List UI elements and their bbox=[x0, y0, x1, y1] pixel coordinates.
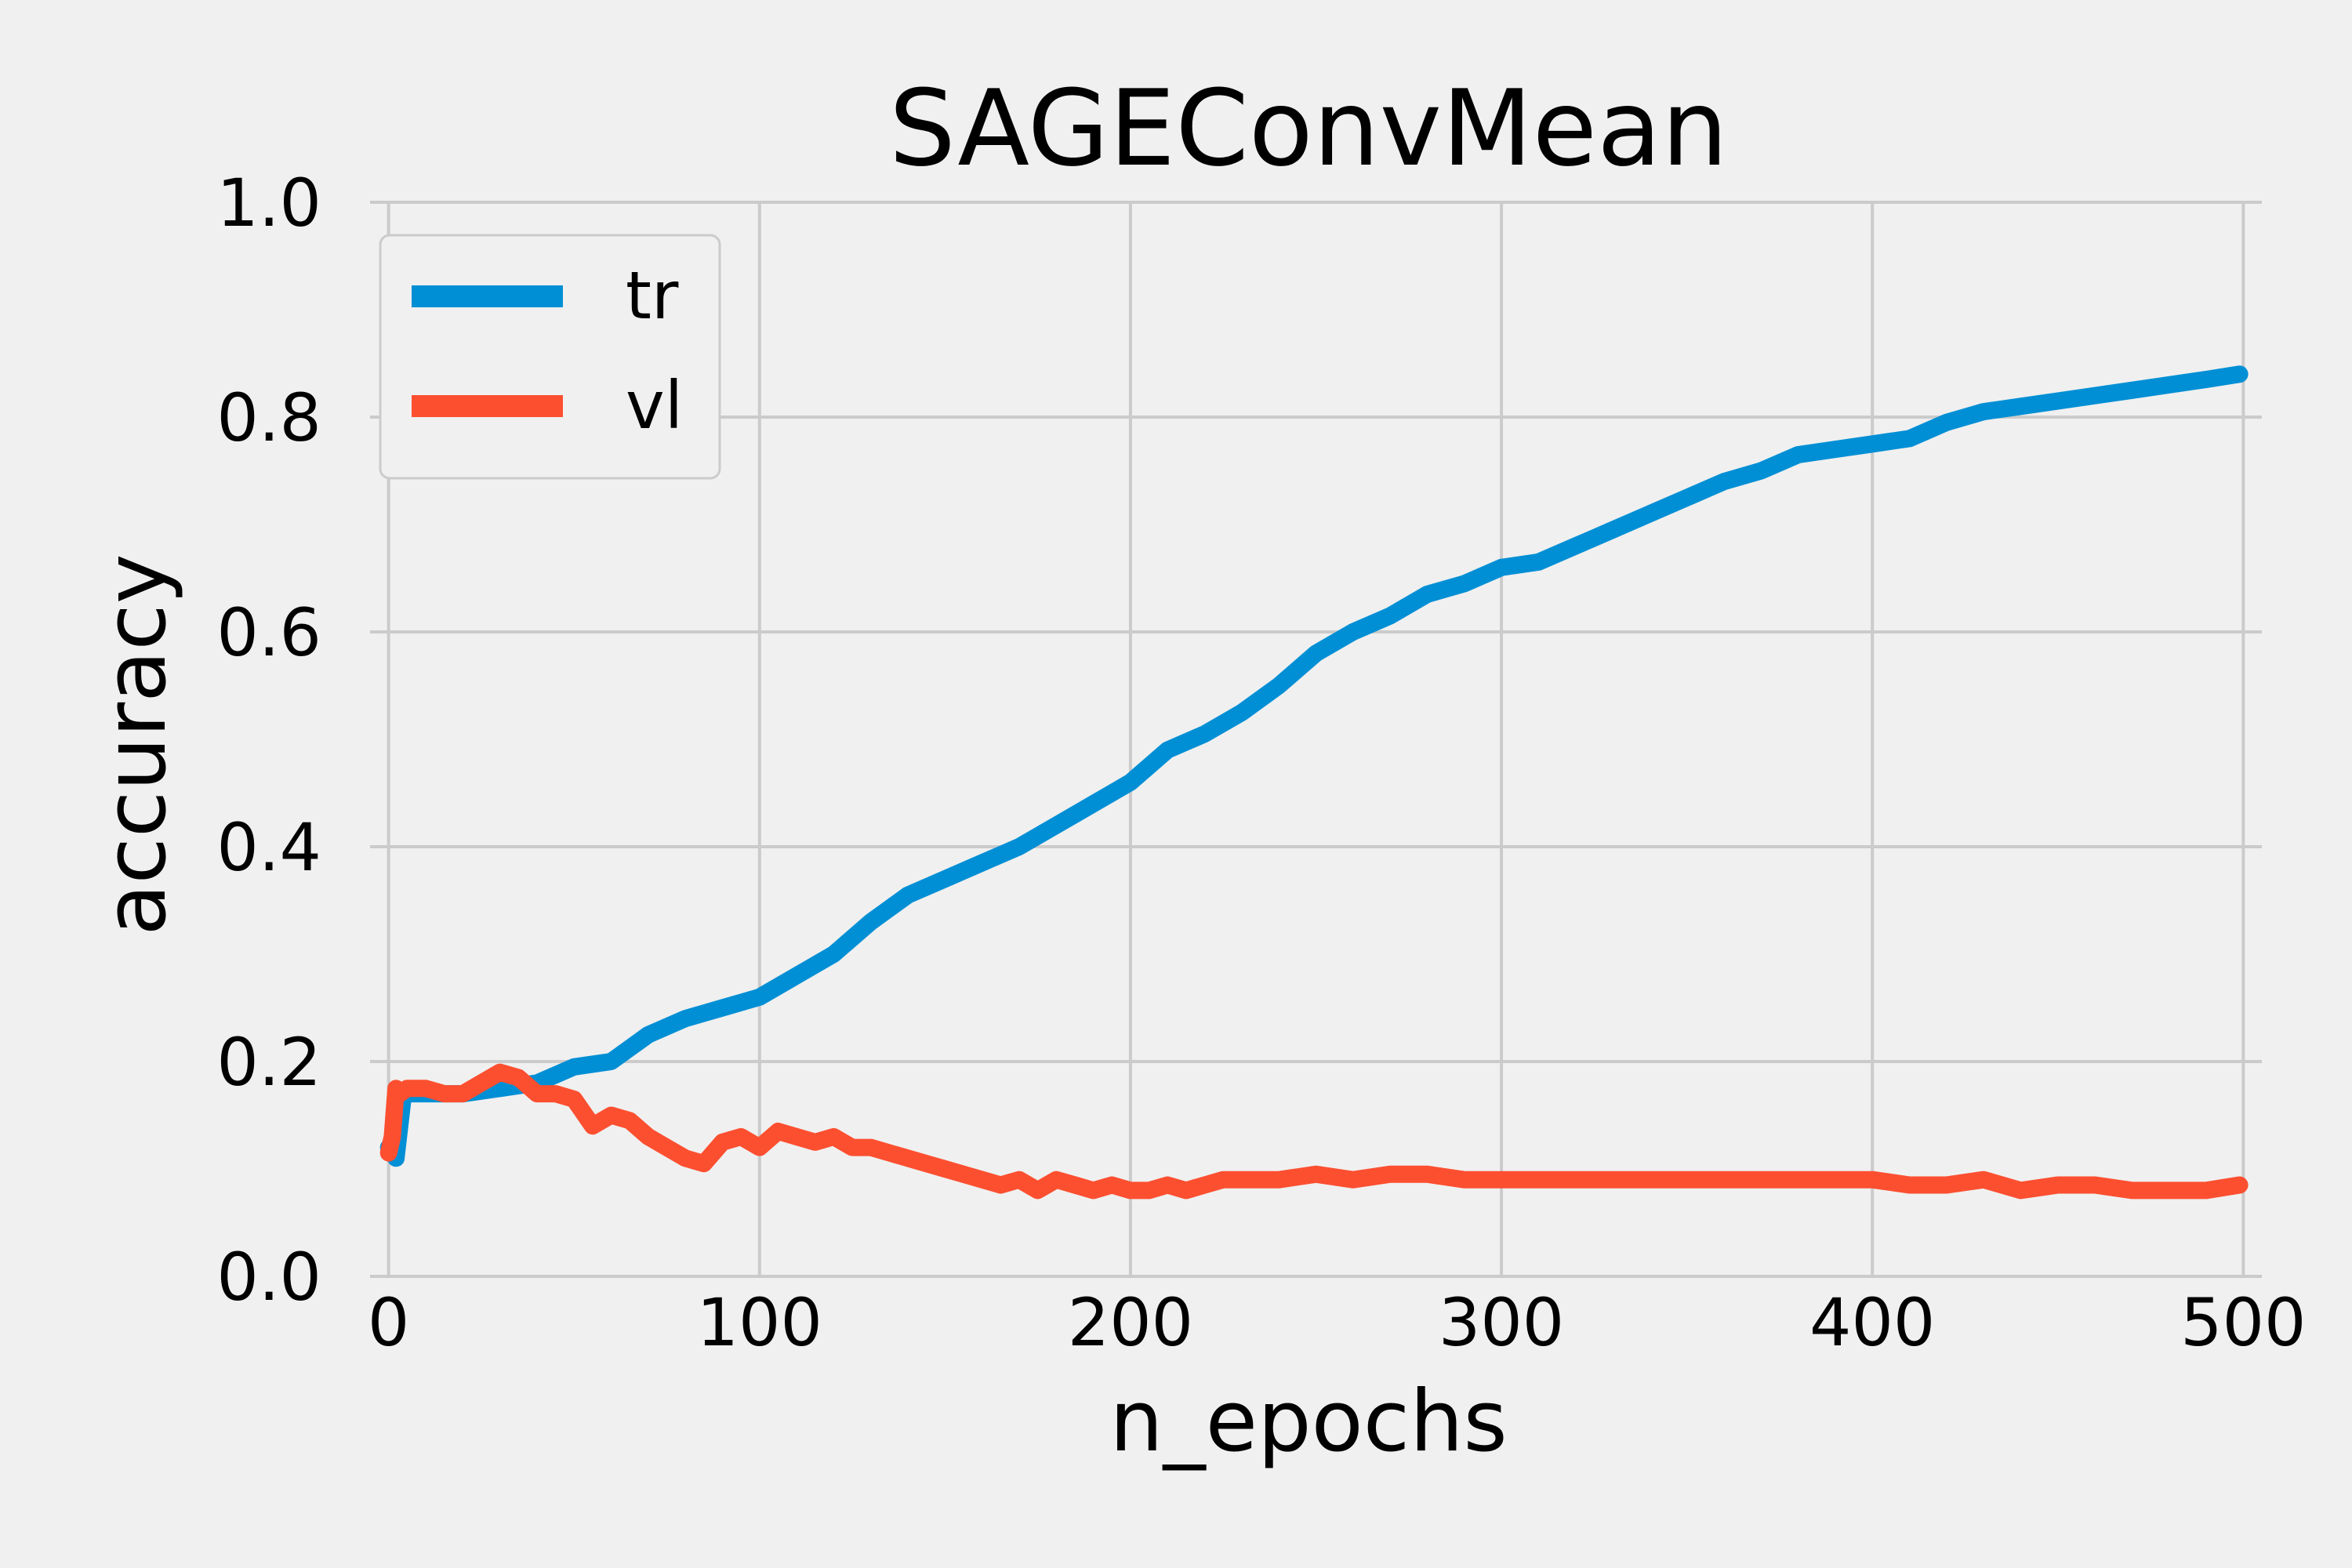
series-lines bbox=[379, 365, 2249, 1200]
series-line-tr bbox=[379, 365, 2249, 1167]
legend-label-vl: vl bbox=[626, 367, 683, 444]
y-axis-label: accuracy bbox=[87, 554, 185, 935]
y-tick-label: 0.8 bbox=[216, 379, 321, 456]
y-tick-label: 0.4 bbox=[216, 809, 321, 886]
y-tick-label: 1.0 bbox=[216, 165, 321, 241]
legend: tr vl bbox=[379, 234, 721, 480]
x-axis-label: n_epochs bbox=[1109, 1373, 1508, 1471]
y-tick-label: 0.2 bbox=[216, 1024, 321, 1101]
x-tick-label: 300 bbox=[1439, 1284, 1564, 1361]
chart-title: SAGEConvMean bbox=[889, 67, 1728, 190]
series-line-vl bbox=[379, 1063, 2249, 1200]
x-tick-label: 500 bbox=[2180, 1284, 2306, 1361]
x-tick-label: 100 bbox=[697, 1284, 822, 1361]
tick-labels: 0.0 0.2 0.4 0.6 0.8 1.0 0 100 200 300 400 500 bbox=[216, 165, 2306, 1361]
legend-label-tr: tr bbox=[626, 257, 679, 334]
grid bbox=[370, 201, 2262, 1278]
x-tick-label: 0 bbox=[368, 1284, 409, 1361]
y-tick-label: 0.0 bbox=[216, 1239, 321, 1316]
y-tick-label: 0.6 bbox=[216, 594, 321, 671]
x-tick-label: 200 bbox=[1068, 1284, 1193, 1361]
x-tick-label: 400 bbox=[1809, 1284, 1935, 1361]
